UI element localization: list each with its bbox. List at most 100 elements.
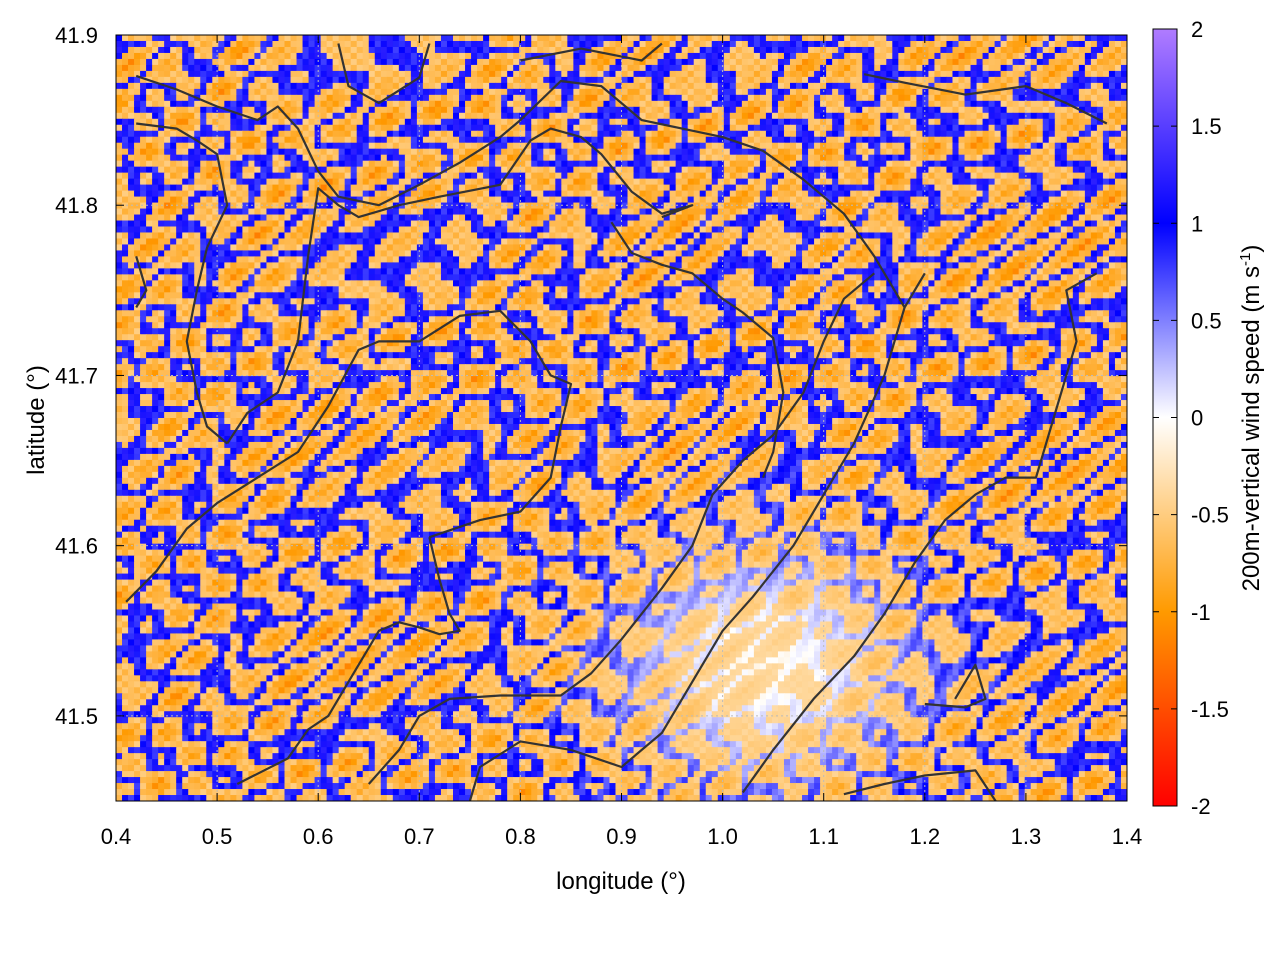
heatmap-cell [628, 161, 635, 168]
heatmap-cell [116, 167, 123, 174]
heatmap-cell [1013, 113, 1020, 120]
heatmap-cell [254, 161, 261, 168]
heatmap-cell [940, 149, 947, 156]
heatmap-cell [1049, 41, 1056, 48]
heatmap-cell [224, 47, 231, 54]
heatmap-cell [182, 47, 189, 54]
heatmap-cell [652, 173, 659, 180]
heatmap-cell [989, 95, 996, 102]
heatmap-cell [790, 95, 797, 102]
heatmap-cell [357, 137, 364, 144]
heatmap-cell [1031, 59, 1038, 66]
heatmap-cell [676, 83, 683, 90]
heatmap-cell [531, 95, 538, 102]
heatmap-cell [634, 71, 641, 78]
heatmap-cell [1001, 113, 1008, 120]
heatmap-cell [1007, 191, 1014, 198]
heatmap-cell [718, 53, 725, 60]
heatmap-cell [549, 35, 556, 42]
heatmap-cell [501, 107, 508, 114]
heatmap-cell [844, 203, 851, 210]
heatmap-cell [597, 185, 604, 192]
heatmap-cell [182, 155, 189, 162]
heatmap-cell [1031, 77, 1038, 84]
heatmap-cell [260, 59, 267, 66]
heatmap-cell [959, 167, 966, 174]
heatmap-cell [1109, 137, 1116, 144]
heatmap-cell [1013, 71, 1020, 78]
heatmap-cell [351, 107, 358, 114]
heatmap-cell [892, 203, 899, 210]
heatmap-cell [501, 203, 508, 210]
heatmap-cell [940, 59, 947, 66]
heatmap-cell [874, 119, 881, 126]
heatmap-cell [122, 65, 129, 72]
heatmap-cell [260, 95, 267, 102]
heatmap-cell [971, 143, 978, 150]
heatmap-cell [459, 71, 466, 78]
heatmap-cell [1055, 71, 1062, 78]
heatmap-cell [718, 65, 725, 72]
heatmap-cell [1031, 161, 1038, 168]
heatmap-cell [471, 95, 478, 102]
heatmap-cell [910, 179, 917, 186]
heatmap-cell [531, 185, 538, 192]
heatmap-cell [278, 119, 285, 126]
heatmap-cell [844, 95, 851, 102]
heatmap-cell [910, 71, 917, 78]
heatmap-cell [886, 65, 893, 72]
heatmap-cell [471, 173, 478, 180]
heatmap-cell [489, 89, 496, 96]
heatmap-cell [321, 35, 328, 42]
heatmap-cell [291, 179, 298, 186]
heatmap-cell [1103, 137, 1110, 144]
heatmap-cell [525, 119, 532, 126]
heatmap-cell [152, 209, 159, 216]
heatmap-cell [808, 119, 815, 126]
heatmap-cell [531, 191, 538, 198]
heatmap-cell [321, 71, 328, 78]
heatmap-cell [959, 203, 966, 210]
heatmap-cell [754, 185, 761, 192]
heatmap-cell [465, 125, 472, 132]
heatmap-cell [381, 113, 388, 120]
heatmap-cell [116, 179, 123, 186]
heatmap-cell [333, 173, 340, 180]
heatmap-cell [772, 143, 779, 150]
heatmap-cell [423, 203, 430, 210]
heatmap-cell [928, 35, 935, 42]
heatmap-cell [742, 125, 749, 132]
heatmap-cell [447, 209, 454, 216]
heatmap-cell [688, 179, 695, 186]
heatmap-cell [297, 167, 304, 174]
heatmap-cell [1031, 155, 1038, 162]
heatmap-cell [622, 137, 629, 144]
heatmap-cell [363, 41, 370, 48]
heatmap-cell [272, 113, 279, 120]
heatmap-cell [790, 35, 797, 42]
heatmap-cell [754, 155, 761, 162]
heatmap-cell [808, 101, 815, 108]
heatmap-cell [922, 113, 929, 120]
heatmap-cell [507, 89, 514, 96]
heatmap-cell [615, 197, 622, 204]
heatmap-cell [465, 59, 472, 66]
heatmap-cell [928, 101, 935, 108]
heatmap-cell [682, 119, 689, 126]
heatmap-cell [724, 107, 731, 114]
heatmap-cell [272, 95, 279, 102]
heatmap-cell [230, 119, 237, 126]
heatmap-cell [652, 107, 659, 114]
heatmap-cell [411, 137, 418, 144]
heatmap-cell [375, 47, 382, 54]
heatmap-cell [1097, 173, 1104, 180]
heatmap-cell [814, 83, 821, 90]
heatmap-cell [850, 143, 857, 150]
heatmap-cell [417, 131, 424, 138]
heatmap-cell [333, 35, 340, 42]
heatmap-cell [658, 185, 665, 192]
heatmap-cell [375, 161, 382, 168]
heatmap-cell [742, 47, 749, 54]
heatmap-cell [922, 47, 929, 54]
heatmap-cell [507, 53, 514, 60]
